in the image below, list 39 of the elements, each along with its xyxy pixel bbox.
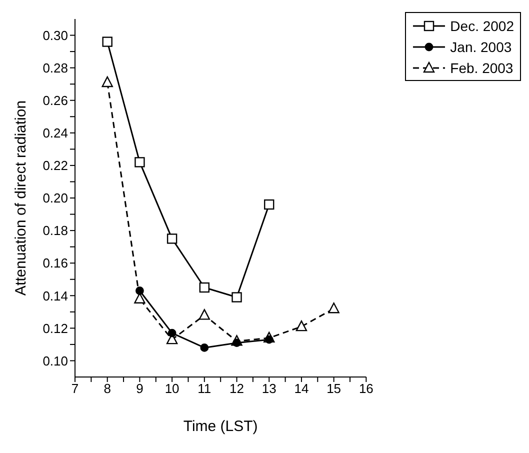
y-tick-label: 0.16 [42,256,68,271]
point [166,234,178,244]
y-tick-label: 0.18 [42,223,68,238]
point [102,36,112,47]
x-tick-label: 7 [71,381,79,396]
x-tick-label: 12 [230,381,244,396]
y-tick-label: 0.28 [42,60,68,76]
point [136,286,144,295]
y-tick-label: 0.10 [42,353,68,368]
legend-label: Dec. 2002 [450,18,514,34]
x-tick-label: 10 [164,381,180,396]
point [168,328,176,338]
legend-label: Jan. 2003 [450,38,512,54]
x-tick-label: 15 [326,381,342,396]
point [232,292,242,302]
y-tick-label: 0.26 [42,92,68,108]
y-tick-label: 0.20 [42,190,68,206]
point [328,302,340,314]
point [296,320,308,332]
point [198,309,210,320]
y-tick-label: 0.30 [42,28,68,43]
y-tick-label: 0.12 [42,320,68,336]
x-tick-label: 14 [294,381,309,396]
point [264,199,274,210]
y-tick-label: 0.24 [42,126,68,141]
y-axis-title: Attenuation of direct radiation [12,100,30,296]
x-tick-label: 8 [104,381,111,396]
x-tick-label: 16 [358,381,374,396]
legend-label: Feb. 2003 [450,60,514,76]
point [102,76,113,88]
x-tick-label: 9 [136,381,144,396]
x-axis-title: Time (LST) [183,418,258,435]
point [199,282,210,293]
y-tick-label: 0.22 [42,158,68,174]
x-tick-label: 11 [198,381,212,396]
point [134,157,145,168]
x-tick-label: 13 [262,381,276,396]
point [200,344,209,352]
y-tick-label: 0.14 [42,288,68,304]
